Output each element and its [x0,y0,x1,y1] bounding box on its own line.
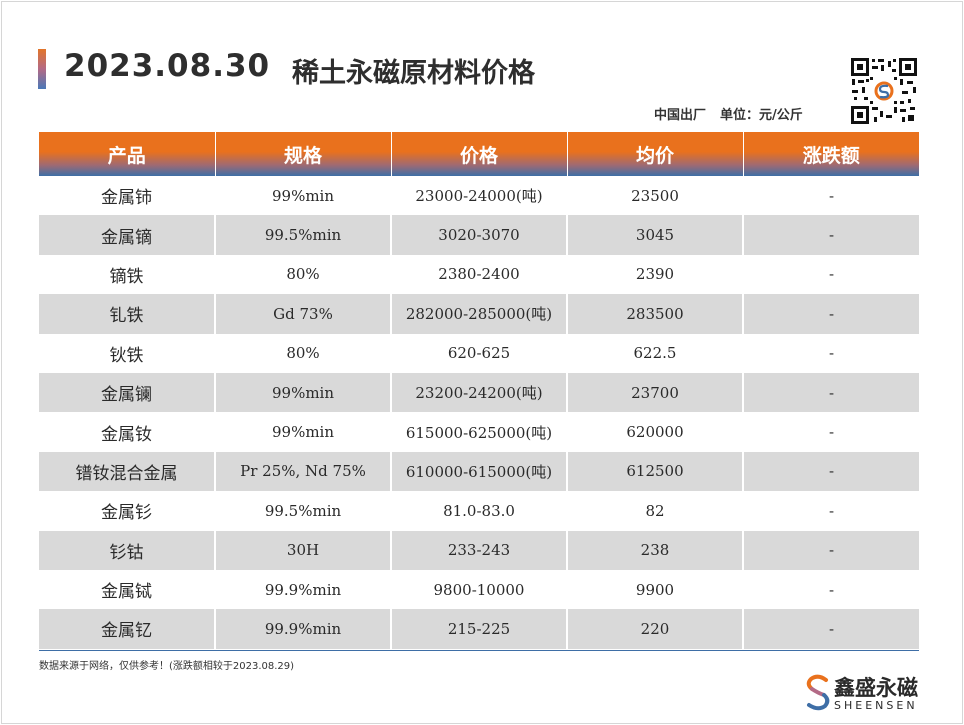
cell-change: - [743,294,919,334]
table-row: 金属钇 99.9%min 215-225 220 - [39,609,919,649]
cell-product: 金属钐 [39,491,216,531]
cell-change: - [743,372,919,413]
cell-change: - [743,609,919,649]
cell-spec: 99.5%min [215,215,392,255]
qr-code-icon [850,57,918,125]
sheensen-logo-icon [806,674,830,711]
cell-product: 金属铈 [39,176,216,216]
title-accent-bar [38,49,46,89]
cell-change: - [743,451,919,492]
cell-change: - [743,215,919,255]
cell-spec: 99.5%min [215,491,392,531]
cell-spec: 80% [215,333,392,373]
cell-price: 215-225 [391,609,568,649]
cell-product: 金属镧 [39,372,216,413]
cell-spec: Gd 73% [215,294,392,334]
column-header-average: 均价 [567,132,744,176]
logo-chinese-name: 鑫盛永磁 [834,676,918,700]
cell-average: 283500 [567,294,744,334]
table-row: 金属钐 99.5%min 81.0-83.0 82 - [39,491,919,531]
cell-product: 钬铁 [39,333,216,373]
cell-price: 610000-615000(吨) [391,451,568,492]
cell-average: 23700 [567,372,744,413]
column-header-product: 产品 [39,132,216,176]
table-row: 钐钴 30H 233-243 238 - [39,530,919,570]
cell-product: 金属钕 [39,412,216,452]
table-row: 镨钕混合金属 Pr 25%, Nd 75% 610000-615000(吨) 6… [39,451,919,492]
cell-price: 620-625 [391,333,568,373]
cell-product: 金属钇 [39,609,216,649]
cell-average: 238 [567,530,744,570]
cell-price: 2380-2400 [391,254,568,295]
cell-spec: 99%min [215,176,392,216]
cell-price: 81.0-83.0 [391,491,568,531]
cell-price: 23000-24000(吨) [391,176,568,216]
cell-average: 2390 [567,254,744,295]
column-header-spec: 规格 [215,132,392,176]
table-row: 镝铁 80% 2380-2400 2390 - [39,254,919,295]
cell-average: 3045 [567,215,744,255]
cell-change: - [743,530,919,570]
cell-price: 233-243 [391,530,568,570]
cell-product: 镨钕混合金属 [39,451,216,492]
cell-spec: Pr 25%, Nd 75% [215,451,392,492]
cell-average: 23500 [567,176,744,216]
table-row: 钆铁 Gd 73% 282000-285000(吨) 283500 - [39,294,919,334]
price-meta: 中国出厂 单位：元/公斤 [654,104,803,123]
cell-spec: 99.9%min [215,569,392,610]
source-note: 数据来源于网络，仅供参考！(涨跌额相较于2023.08.29) [39,661,295,672]
cell-product: 镝铁 [39,254,216,295]
cell-change: - [743,491,919,531]
table-row: 金属镧 99%min 23200-24200(吨) 23700 - [39,372,919,413]
table-row: 金属镝 99.5%min 3020-3070 3045 - [39,215,919,255]
cell-price: 282000-285000(吨) [391,294,568,334]
table-row: 金属铽 99.9%min 9800-10000 9900 - [39,569,919,610]
cell-spec: 80% [215,254,392,295]
cell-average: 82 [567,491,744,531]
cell-price: 23200-24200(吨) [391,372,568,413]
cell-price: 9800-10000 [391,569,568,610]
cell-average: 9900 [567,569,744,610]
logo-english-name: SHEENSEN [834,699,918,712]
column-header-price: 价格 [391,132,568,176]
cell-average: 622.5 [567,333,744,373]
price-table: 产品 规格 价格 均价 涨跌额 金属铈 99%min 23000-24000(吨… [39,132,919,649]
report-date: 2023.08.30 [64,48,271,84]
table-bottom-rule [39,650,919,651]
cell-change: - [743,412,919,452]
column-header-change: 涨跌额 [743,132,919,176]
origin-label: 中国出厂 [654,108,707,123]
cell-product: 金属铽 [39,569,216,610]
table-row: 金属钕 99%min 615000-625000(吨) 620000 - [39,412,919,452]
cell-spec: 99.9%min [215,609,392,649]
cell-change: - [743,569,919,610]
brand-logo: 鑫盛永磁 SHEENSEN [804,670,924,716]
page-title: 稀土永磁原材料价格 [292,58,535,89]
cell-price: 3020-3070 [391,215,568,255]
cell-change: - [743,176,919,216]
cell-spec: 99%min [215,412,392,452]
cell-average: 612500 [567,451,744,492]
cell-average: 620000 [567,412,744,452]
cell-spec: 30H [215,530,392,570]
cell-average: 220 [567,609,744,649]
unit-label: 单位：元/公斤 [720,108,803,123]
table-header-row: 产品 规格 价格 均价 涨跌额 [39,132,919,176]
cell-product: 钆铁 [39,294,216,334]
cell-spec: 99%min [215,372,392,413]
cell-product: 金属镝 [39,215,216,255]
table-row: 钬铁 80% 620-625 622.5 - [39,333,919,373]
cell-price: 615000-625000(吨) [391,412,568,452]
cell-change: - [743,333,919,373]
cell-change: - [743,254,919,295]
cell-product: 钐钴 [39,530,216,570]
table-row: 金属铈 99%min 23000-24000(吨) 23500 - [39,176,919,216]
